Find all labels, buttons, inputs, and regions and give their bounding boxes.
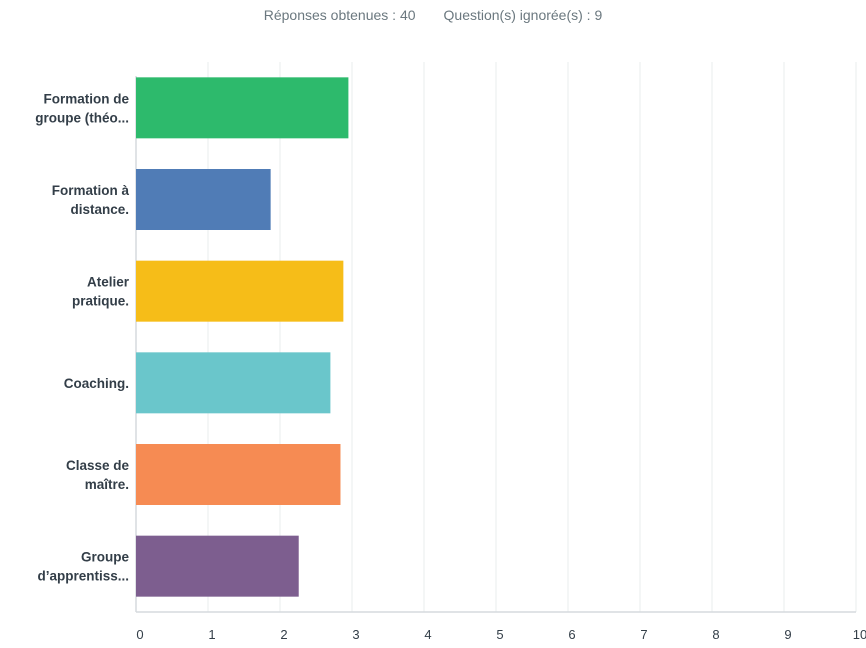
bar-6 — [136, 535, 299, 597]
category-label-line: maître. — [85, 477, 129, 492]
bar-1 — [136, 77, 349, 139]
category-label-line: Classe de — [66, 458, 130, 473]
category-label-line: distance. — [70, 202, 129, 217]
x-tick-4: 4 — [424, 627, 431, 642]
x-tick-10: 10 — [853, 627, 866, 642]
category-label-line: Atelier — [87, 275, 130, 290]
bar-5 — [136, 444, 341, 505]
x-tick-labels: 0 1 2 3 4 5 6 7 8 9 10 — [136, 627, 866, 642]
answered-count: Réponses obtenues : 40 — [263, 7, 416, 23]
category-label-1: Formation de groupe (théo... — [35, 91, 129, 125]
category-label-line: Coaching. — [64, 376, 129, 391]
x-tick-2: 2 — [280, 627, 287, 642]
bar-2 — [136, 169, 271, 230]
bars — [136, 77, 349, 597]
category-label-3: Atelier pratique. — [72, 275, 130, 309]
x-tick-6: 6 — [568, 627, 575, 642]
category-labels: Formation de groupe (théo... Formation à di… — [35, 91, 129, 583]
skipped-count: Question(s) ignorée(s) : 9 — [443, 7, 603, 23]
category-label-line: d’apprentiss... — [37, 569, 129, 584]
bar-3 — [136, 260, 344, 322]
category-label-5: Classe de maître. — [66, 458, 130, 492]
category-label-line: Formation à — [52, 183, 130, 198]
x-tick-3: 3 — [352, 627, 359, 642]
x-tick-7: 7 — [640, 627, 647, 642]
category-label-line: groupe (théo... — [35, 110, 129, 125]
category-label-4: Coaching. — [64, 376, 129, 391]
category-label-line: Groupe — [81, 550, 129, 565]
category-label-line: pratique. — [72, 294, 129, 309]
category-label-6: Groupe d’apprentiss... — [37, 550, 129, 584]
gridlines — [135, 62, 857, 613]
x-tick-0: 0 — [136, 627, 143, 642]
bar-4 — [136, 352, 331, 414]
x-tick-1: 1 — [208, 627, 215, 642]
category-label-line: Formation de — [43, 91, 129, 106]
x-tick-9: 9 — [784, 627, 791, 642]
x-tick-8: 8 — [712, 627, 719, 642]
response-summary: Réponses obtenues : 40 Question(s) ignoré… — [0, 7, 866, 23]
x-tick-5: 5 — [496, 627, 503, 642]
category-label-2: Formation à distance. — [52, 183, 130, 217]
